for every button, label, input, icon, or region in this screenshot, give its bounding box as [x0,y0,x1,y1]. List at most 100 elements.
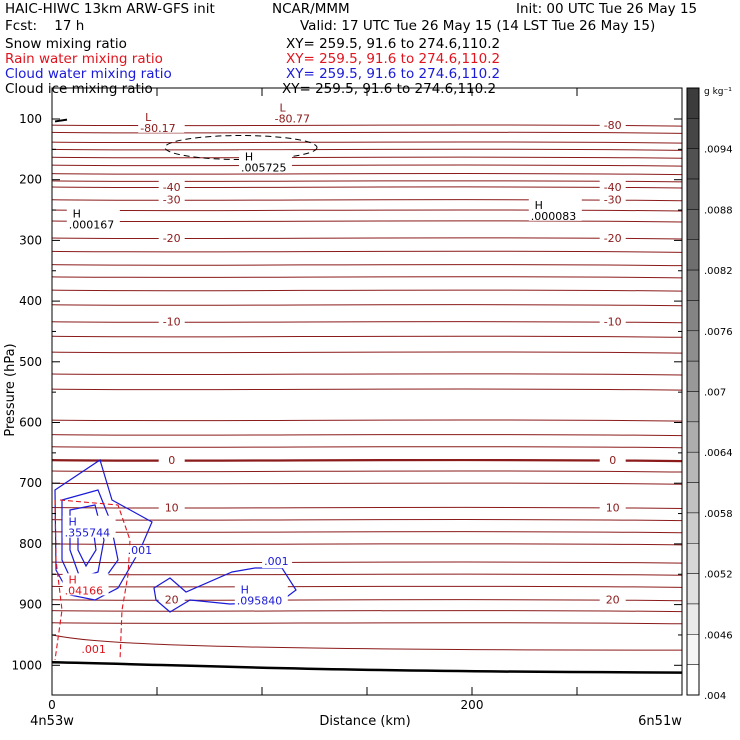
colorbar-tick-label: .0088 [704,205,733,216]
field-name-cloud-ice: Cloud ice mixing ratio [5,81,153,97]
field-name-rain: Rain water mixing ratio [5,51,163,67]
isotherm-line [51,180,683,183]
colorbar-swatch [686,239,700,271]
colorbar-tick-label: .0082 [704,266,733,277]
isotherm-line [51,470,683,473]
isotherm-label: 20 [165,594,179,607]
x-endpoint-left: 4n53w [30,714,74,729]
colorbar-swatch [686,451,700,483]
extremum-value: .000083 [531,210,577,223]
isotherm-line [51,220,683,223]
y-tick-label: 400 [19,294,42,308]
isotherm-line-10 [51,506,683,509]
isotherm-label: 20 [606,594,620,607]
colorbar-swatch [686,178,700,210]
extremum-marker-H: H [68,573,76,586]
isotherm-line [51,543,683,546]
extremum-value: -80.77 [275,113,310,126]
contour-label: .001 [264,555,289,568]
colorbar-tick-label: .0046 [704,630,733,641]
y-tick-label: 900 [19,598,42,612]
isotherm-line-20 [51,599,683,602]
isotherm-line [51,518,683,522]
isotherm-label: 0 [168,454,175,467]
isotherm-line--80 [51,124,683,127]
rain-water-contour [54,499,131,661]
colorbar-swatch [686,603,700,635]
colorbar-swatch [686,482,700,514]
y-tick-label: 1000 [11,658,42,672]
colorbar-tick-label: .0094 [704,145,733,156]
colorbar-swatch [686,664,700,696]
forecast-hour: Fcst: 17 h [5,18,85,34]
isotherm-line [51,388,683,391]
colorbar-swatch [686,118,700,149]
extremum-marker-H: H [245,150,253,163]
extremum-marker-H: H [73,207,81,220]
isotherm-label: -20 [604,232,622,245]
isotherm-line [51,141,683,144]
colorbar-swatch [686,148,700,180]
isotherm-line [51,433,683,437]
isotherm-line [51,351,683,354]
isotherm-line [51,622,683,625]
x-tick-label: 0 [48,698,56,712]
extrema-labels: L-80.17L-80.77H.005725H.000167H.000083H.… [62,101,582,657]
isotherm-label: -40 [163,181,181,194]
extremum-marker-L: L [280,102,287,115]
extremum-marker-L: L [145,111,152,124]
field-xy-cloud-ice: XY= 259.5, 91.6 to 274.6,110.2 [282,81,497,97]
isotherm-label: -80 [604,119,622,132]
isotherm-line [51,276,683,279]
isotherm-line--30 [51,199,683,202]
isotherm-label: -30 [604,194,622,207]
cloud-water-contour [69,504,105,579]
field-name-cloud-water: Cloud water mixing ratio [5,66,172,82]
y-tick-label: 700 [19,476,42,490]
isotherm-line [51,250,683,253]
colorbar-frame [686,87,700,696]
colorbar-tick-label: .007 [704,388,726,399]
colorbar-swatch [686,300,700,332]
colorbar-swatch [686,209,700,240]
colorbar-tick-label: .004 [704,691,726,702]
isotherm-line [51,561,683,564]
isotherm-line [51,156,683,159]
colorbar-tick-label: .0052 [704,570,733,581]
field-xy-snow: XY= 259.5, 91.6 to 274.6,110.2 [286,36,501,52]
init-time: Init: 00 UTC Tue 26 May 15 [516,1,698,17]
y-tick-label: 500 [19,355,42,369]
isotherm-line--20 [51,237,683,240]
isotherm-label: 10 [165,501,179,514]
colorbar-swatch [686,421,700,453]
isotherm-line [51,531,683,534]
isotherm-label: -20 [163,232,181,245]
contour-label: .001 [128,544,153,557]
extremum-value: -80.17 [140,122,175,135]
colorbar: g kg⁻¹ .0094 .0088 .0082 .0076 .007 .0064 .0058… [686,87,733,702]
isotherm-line--40 [51,186,683,189]
field-name-snow: Snow mixing ratio [5,36,127,52]
isotherm-line [51,573,683,576]
extremum-value: .005725 [241,161,287,174]
isotherm-line [51,335,683,338]
isotherm-line [51,634,683,651]
y-tick-label: 300 [19,233,42,247]
y-tick-label: 800 [19,537,42,551]
x-tick-label: 200 [461,698,484,712]
colorbar-swatch [686,573,700,605]
isotherm-line [51,289,683,292]
isotherm-line--10 [51,321,683,324]
isotherm-line [51,264,683,267]
isotherm-line [51,373,683,376]
x-endpoint-right: 6n51w [638,714,682,729]
isotherm-label: -30 [163,194,181,207]
extremum-marker-H: H [68,516,76,529]
field-xy-cloud-water: XY= 259.5, 91.6 to 274.6,110.2 [286,66,501,82]
cloud-ice-contour [54,118,68,123]
isotherm-label: -10 [163,316,181,329]
cloud-ice-contour [164,135,318,161]
